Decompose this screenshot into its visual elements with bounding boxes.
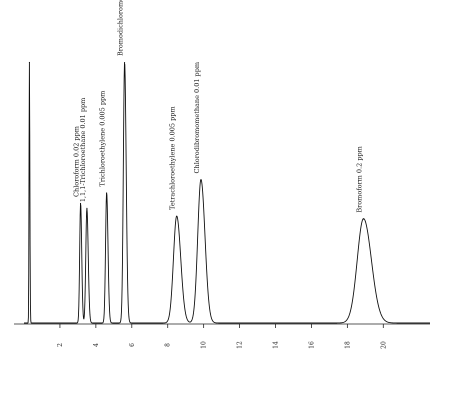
peak-label: Bromodichloromethane 0.01 ppm — [117, 0, 125, 56]
x-tick-label: 16 — [308, 341, 315, 349]
x-tick-label: 12 — [237, 341, 244, 349]
axis-layer: 2 4 6 8 10 12 14 16 18 20 — [14, 323, 430, 349]
x-tick-label: 18 — [344, 341, 351, 349]
peak-label: Trichloroethylene 0.005 ppm — [99, 91, 107, 187]
x-tick-label: 20 — [380, 341, 387, 349]
x-tick-label: 4 — [93, 343, 100, 347]
x-tick-label: 10 — [201, 341, 208, 349]
x-tick-label: 6 — [129, 343, 136, 347]
chromatogram-trace — [23, 61, 431, 324]
x-tick-label: 14 — [273, 341, 280, 349]
peak-label: Tetrachloroethylene 0.005 ppm — [169, 106, 177, 210]
x-tick-label: 8 — [165, 343, 172, 347]
trace-layer — [23, 61, 431, 324]
peak-label: Chlorodibromomethane 0.01 ppm — [193, 62, 201, 173]
peak-label: Bromoform 0.2 ppm — [356, 146, 364, 212]
peak-label: 1,1,1-Trichloroethane 0.01 ppm — [79, 98, 87, 203]
x-tick-label: 2 — [57, 343, 64, 347]
peak-label: Chloroform 0.02 ppm — [73, 126, 81, 197]
peak-label-layer: Chloroform 0.02 ppm1,1,1-Trichloroethane… — [73, 0, 364, 213]
